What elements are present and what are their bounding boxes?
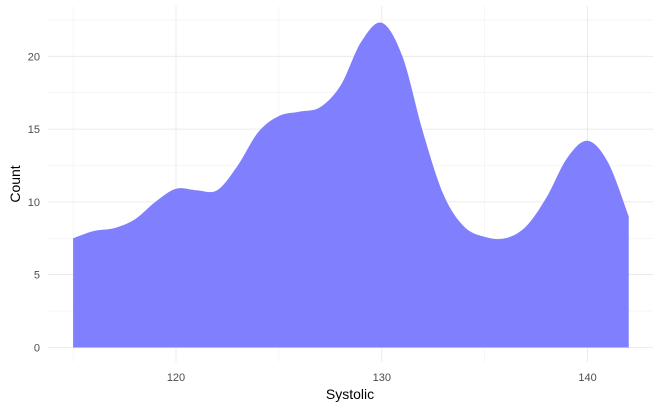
x-tick-label: 120 <box>167 372 185 384</box>
y-tick-label: 0 <box>34 343 40 355</box>
y-tick-label: 15 <box>28 124 40 136</box>
y-axis-title: Count <box>7 165 23 202</box>
y-tick-label: 5 <box>34 270 40 282</box>
x-axis-ticks: 120 130 140 <box>167 372 597 384</box>
y-tick-label: 20 <box>28 51 40 63</box>
y-axis-ticks: 0 5 10 15 20 <box>28 51 40 354</box>
density-area <box>73 22 629 348</box>
x-tick-label: 130 <box>373 372 391 384</box>
x-axis-title: Systolic <box>326 386 374 402</box>
y-tick-label: 10 <box>28 197 40 209</box>
x-tick-label: 140 <box>578 372 596 384</box>
